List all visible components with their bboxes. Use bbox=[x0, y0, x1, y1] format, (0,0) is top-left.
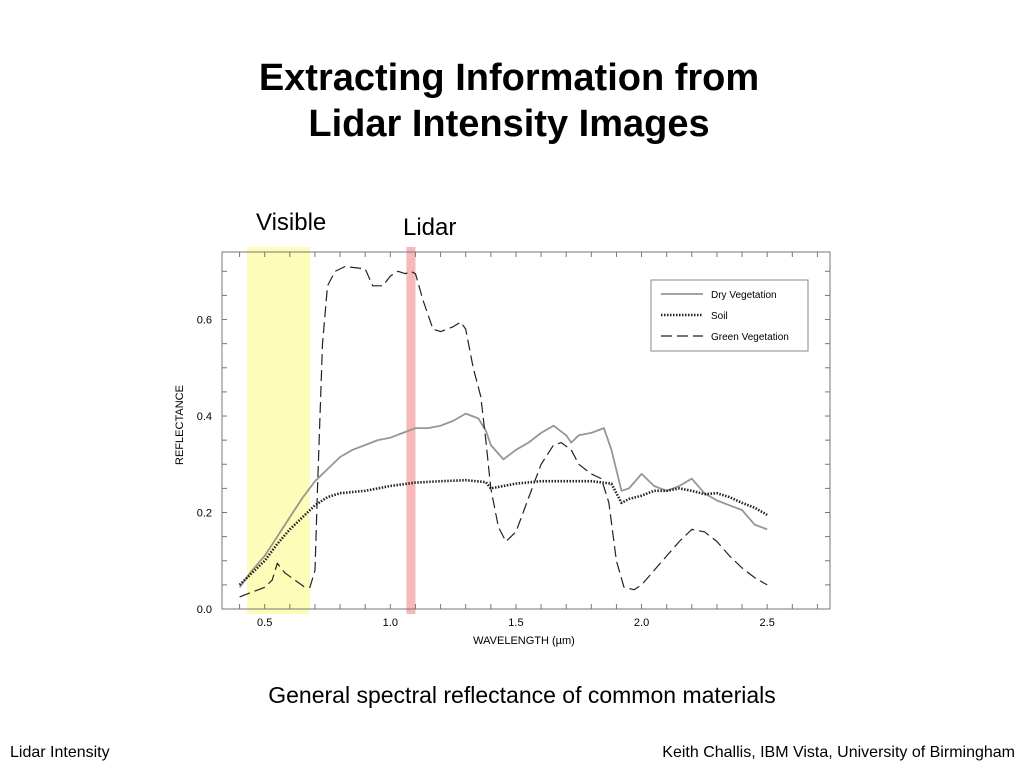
footer-left: Lidar Intensity bbox=[10, 744, 110, 761]
chart-legend: Dry Vegetation Soil Green Vegetation bbox=[650, 279, 809, 352]
band-visible bbox=[247, 247, 310, 614]
y-axis-label: REFLECTANCE bbox=[174, 385, 186, 465]
chart-caption: General spectral reflectance of common m… bbox=[268, 682, 776, 708]
x-tick-label: 1.0 bbox=[383, 617, 398, 629]
y-tick-label: 0.4 bbox=[197, 411, 212, 423]
lidar-band-label: Lidar bbox=[403, 214, 457, 241]
footer-right: Keith Challis, IBM Vista, University of … bbox=[662, 744, 1015, 761]
x-tick-label: 1.5 bbox=[508, 617, 523, 629]
x-axis-label: WAVELENGTH (µm) bbox=[473, 635, 575, 647]
y-tick-label: 0.2 bbox=[197, 508, 212, 520]
x-tick-label: 2.0 bbox=[634, 617, 649, 629]
slide-title-line-1: Extracting Information from bbox=[258, 57, 760, 99]
slide-title-line-2: Lidar Intensity Images bbox=[308, 103, 710, 145]
series-line-soil bbox=[238, 478, 768, 586]
x-tick-label: 0.5 bbox=[257, 617, 272, 629]
legend-label: Soil bbox=[711, 311, 728, 322]
series-line-green-vegetation bbox=[239, 265, 768, 598]
x-tick-label: 2.5 bbox=[760, 617, 775, 629]
y-tick-label: 0.6 bbox=[197, 315, 212, 327]
y-tick-label: 0.0 bbox=[197, 604, 212, 616]
visible-band-label: Visible bbox=[256, 209, 327, 236]
legend-label: Dry Vegetation bbox=[711, 290, 777, 301]
legend-label: Green Vegetation bbox=[711, 332, 789, 343]
plot-frame bbox=[221, 251, 831, 610]
